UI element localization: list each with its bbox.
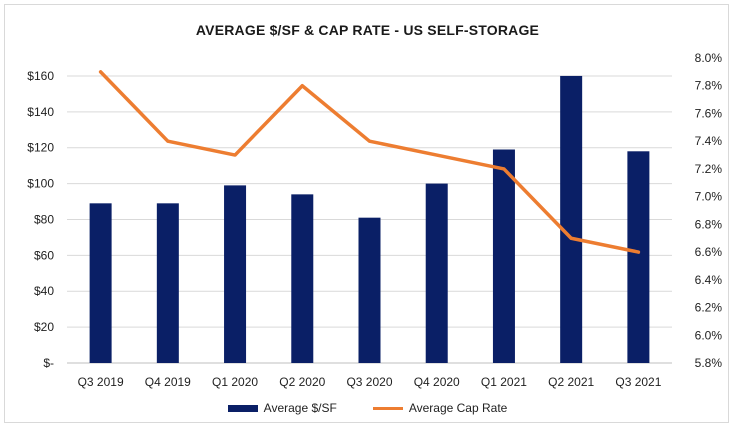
legend-swatch-bars: [227, 404, 258, 412]
legend: Average $/SF Average Cap Rate: [0, 398, 735, 418]
line-point: [368, 139, 371, 143]
line-point: [435, 153, 439, 157]
y-axis-right: 5.8% 6.0% 6.2% 6.4% 6.6% 6.8% 7.0% 7.2% 7.4% 7.6%…: [695, 51, 723, 370]
line-point: [300, 84, 304, 88]
legend-item-bars: Average $/SF: [227, 401, 337, 415]
legend-label-line: Average Cap Rate: [408, 401, 508, 415]
line-point: [502, 167, 506, 171]
y-left-tick-label: $60: [34, 248, 54, 262]
y-right-tick-label: 6.8%: [695, 217, 723, 231]
line-point: [636, 250, 640, 254]
y-left-tick-label: $20: [34, 320, 54, 334]
y-right-tick-label: 6.4%: [695, 273, 723, 287]
x-tick-label: Q4 2020: [414, 375, 460, 389]
x-tick-label: Q3 2019: [78, 375, 124, 389]
x-tick-label: Q1 2021: [481, 375, 527, 389]
bar-series: [89, 75, 650, 364]
y-right-tick-label: 7.2%: [695, 162, 723, 176]
bar: [291, 194, 314, 363]
y-left-tick-label: $120: [27, 141, 54, 155]
y-left-tick-label: $100: [27, 177, 54, 191]
y-right-tick-label: 8.0%: [695, 51, 723, 65]
y-left-tick-label: $40: [34, 284, 54, 298]
legend-label-bars: Average $/SF: [263, 401, 337, 415]
x-tick-label: Q1 2020: [212, 375, 258, 389]
y-right-tick-label: 6.6%: [695, 245, 723, 259]
bar: [425, 183, 448, 363]
y-right-tick-label: 7.6%: [695, 106, 723, 120]
line-series: [98, 70, 641, 254]
bar: [358, 217, 381, 363]
bar: [156, 203, 179, 363]
y-left-tick-label: $160: [27, 69, 54, 83]
x-axis: Q3 2019 Q4 2019 Q1 2020 Q2 2020 Q3 2020 Q4 20…: [78, 375, 662, 389]
y-left-tick-label: $-: [43, 356, 54, 370]
x-tick-label: Q2 2021: [548, 375, 594, 389]
line-point: [569, 236, 573, 240]
y-left-tick-label: $140: [27, 105, 54, 119]
x-tick-label: Q3 2020: [346, 375, 392, 389]
chart-title: AVERAGE $/SF & CAP RATE - US SELF-STORAG…: [195, 22, 540, 38]
bar: [492, 149, 515, 363]
y-axis-left: $- $20 $40 $60 $80 $100 $120 $140 $160: [27, 69, 54, 370]
bar: [224, 185, 247, 363]
line-point: [166, 139, 170, 143]
line-point: [99, 70, 103, 74]
y-left-tick-label: $80: [34, 212, 54, 226]
y-right-tick-label: 7.0%: [695, 190, 723, 204]
line-point: [233, 153, 237, 157]
x-tick-label: Q3 2021: [615, 375, 661, 389]
y-right-tick-label: 6.2%: [695, 301, 723, 315]
legend-swatch-line: [372, 406, 403, 410]
x-tick-label: Q2 2020: [279, 375, 325, 389]
bar: [627, 151, 650, 363]
x-tick-label: Q4 2019: [145, 375, 191, 389]
y-right-tick-label: 7.4%: [695, 134, 723, 148]
legend-item-line: Average Cap Rate: [372, 401, 508, 415]
bar: [560, 75, 583, 364]
y-right-tick-label: 6.0%: [695, 328, 723, 342]
bar: [89, 203, 112, 363]
y-right-tick-label: 7.8%: [695, 79, 723, 93]
y-right-tick-label: 5.8%: [695, 356, 723, 370]
